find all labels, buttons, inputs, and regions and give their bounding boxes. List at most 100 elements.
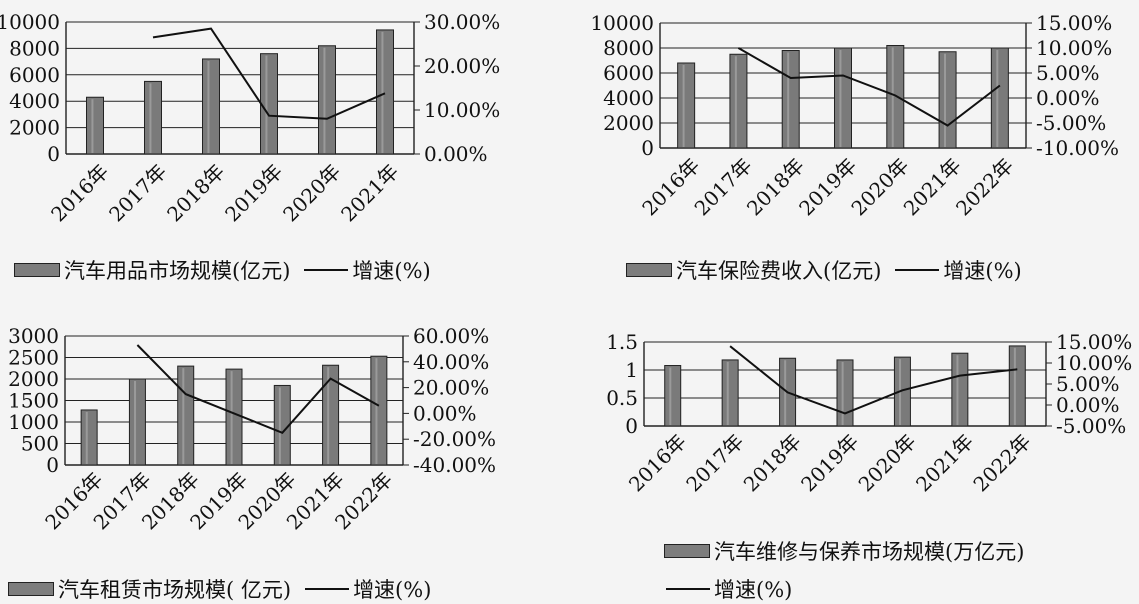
bar bbox=[225, 368, 243, 466]
bar bbox=[260, 53, 278, 155]
legend-chart-3: 汽车租赁市场规模( 亿元) 增速(%) bbox=[8, 574, 431, 604]
bar bbox=[886, 45, 905, 149]
bar bbox=[86, 96, 104, 155]
y2-tick-label: 40.00% bbox=[413, 350, 489, 374]
x-tick-label: 2019年 bbox=[794, 153, 861, 220]
y2-tick-label: -5.00% bbox=[1036, 111, 1106, 135]
x-tick-label: 2016年 bbox=[46, 159, 113, 226]
y2-tick-label: -5.00% bbox=[1056, 414, 1126, 438]
y-tick-label: 2000 bbox=[9, 116, 60, 140]
y2-tick-label: 15.00% bbox=[1036, 11, 1112, 35]
legend-chart-2: 汽车保险费收入(亿元) 增速(%) bbox=[626, 255, 1022, 285]
legend-bar-label: 汽车保险费收入(亿元) bbox=[676, 259, 882, 283]
y-tick-label: 2500 bbox=[8, 346, 59, 370]
bar bbox=[1008, 345, 1026, 427]
y-tick-label: 4000 bbox=[9, 89, 60, 113]
bar bbox=[951, 352, 969, 427]
x-tick-label: 2021年 bbox=[911, 429, 978, 496]
y-tick-label: 6000 bbox=[603, 61, 654, 85]
y2-tick-label: 10.00% bbox=[1036, 36, 1112, 60]
y-tick-label: 4000 bbox=[603, 86, 654, 110]
bar bbox=[370, 355, 388, 466]
y2-tick-label: 5.00% bbox=[1056, 372, 1120, 396]
bar bbox=[836, 359, 854, 427]
legend-chart-4-line: 增速(%) bbox=[652, 574, 792, 604]
x-tick-label: 2017年 bbox=[104, 159, 171, 226]
bar bbox=[781, 50, 800, 149]
bar bbox=[80, 409, 98, 466]
bar bbox=[664, 365, 682, 427]
y-tick-label: 8000 bbox=[9, 36, 60, 60]
y2-tick-label: 15.00% bbox=[1056, 330, 1132, 354]
y-tick-label: 1500 bbox=[8, 389, 59, 413]
growth-line bbox=[737, 47, 1001, 127]
legend-chart-4-bar: 汽车维修与保养市场规模(万亿元) bbox=[664, 536, 1024, 566]
bar bbox=[893, 356, 911, 427]
y-tick-label: 2000 bbox=[603, 111, 654, 135]
bar bbox=[318, 45, 336, 155]
bar bbox=[938, 51, 957, 149]
y-tick-label: 3000 bbox=[8, 324, 59, 348]
legend-bar-label: 汽车用品市场规模(亿元) bbox=[64, 259, 291, 283]
y2-tick-label: 20.00% bbox=[413, 376, 489, 400]
x-tick-label: 2018年 bbox=[162, 159, 229, 226]
legend-bar-label: 汽车维修与保养市场规模(万亿元) bbox=[714, 540, 1025, 564]
legend-line-label: 增速(%) bbox=[353, 578, 432, 602]
y-tick-label: 6000 bbox=[9, 63, 60, 87]
x-tick-label: 2020年 bbox=[854, 429, 921, 496]
x-tick-label: 2021年 bbox=[899, 153, 966, 220]
legend-bar-swatch bbox=[664, 544, 710, 558]
bar bbox=[202, 58, 220, 155]
x-tick-label: 2022年 bbox=[951, 153, 1018, 220]
bar bbox=[177, 365, 195, 466]
legend-line-label: 增速(%) bbox=[352, 259, 431, 283]
x-tick-label: 2021年 bbox=[336, 159, 403, 226]
bar bbox=[721, 359, 739, 427]
x-tick-label: 2022年 bbox=[968, 429, 1035, 496]
growth-line bbox=[152, 27, 386, 120]
bar bbox=[376, 29, 394, 155]
y-tick-label: 1.5 bbox=[606, 330, 638, 354]
y2-tick-label: 30.00% bbox=[424, 10, 500, 34]
y-tick-label: 0 bbox=[47, 142, 60, 166]
x-tick-label: 2019年 bbox=[220, 159, 287, 226]
y-tick-label: 0 bbox=[625, 414, 638, 438]
y2-tick-label: 0.00% bbox=[1036, 86, 1100, 110]
y-tick-label: 500 bbox=[21, 432, 59, 456]
legend-bar-swatch bbox=[8, 582, 54, 596]
y2-tick-label: 20.00% bbox=[424, 54, 500, 78]
y-tick-label: 0 bbox=[46, 453, 59, 477]
growth-line bbox=[729, 345, 1018, 415]
legend-bar-swatch bbox=[626, 263, 672, 277]
growth-line bbox=[136, 344, 380, 434]
x-tick-label: 2016年 bbox=[637, 153, 704, 220]
bar bbox=[144, 80, 162, 155]
y-tick-label: 10000 bbox=[0, 10, 60, 34]
y-tick-label: 0 bbox=[641, 136, 654, 160]
y-tick-label: 0.5 bbox=[606, 386, 638, 410]
y-tick-label: 8000 bbox=[603, 36, 654, 60]
y-tick-label: 2000 bbox=[8, 367, 59, 391]
x-tick-label: 2017年 bbox=[690, 153, 757, 220]
x-tick-label: 2020年 bbox=[846, 153, 913, 220]
y-tick-label: 10000 bbox=[590, 11, 654, 35]
x-tick-label: 2017年 bbox=[681, 429, 748, 496]
x-tick-label: 2018年 bbox=[742, 153, 809, 220]
legend-bar-swatch bbox=[14, 263, 60, 277]
x-tick-label: 2020年 bbox=[278, 159, 345, 226]
y2-tick-label: 0.00% bbox=[1056, 393, 1120, 417]
bar bbox=[322, 364, 340, 466]
legend-line-swatch bbox=[305, 588, 350, 590]
bar bbox=[128, 378, 146, 466]
x-tick-label: 2018年 bbox=[739, 429, 806, 496]
bar bbox=[990, 47, 1009, 149]
legend-line-swatch bbox=[304, 269, 349, 271]
y2-tick-label: 0.00% bbox=[424, 142, 488, 166]
bar bbox=[729, 53, 748, 149]
y2-tick-label: -10.00% bbox=[1036, 136, 1119, 160]
legend-line-label: 增速(%) bbox=[943, 259, 1022, 283]
legend-bar-label: 汽车租赁市场规模( 亿元) bbox=[58, 578, 292, 602]
y2-tick-label: 10.00% bbox=[1056, 351, 1132, 375]
legend-line-label: 增速(%) bbox=[714, 578, 793, 602]
